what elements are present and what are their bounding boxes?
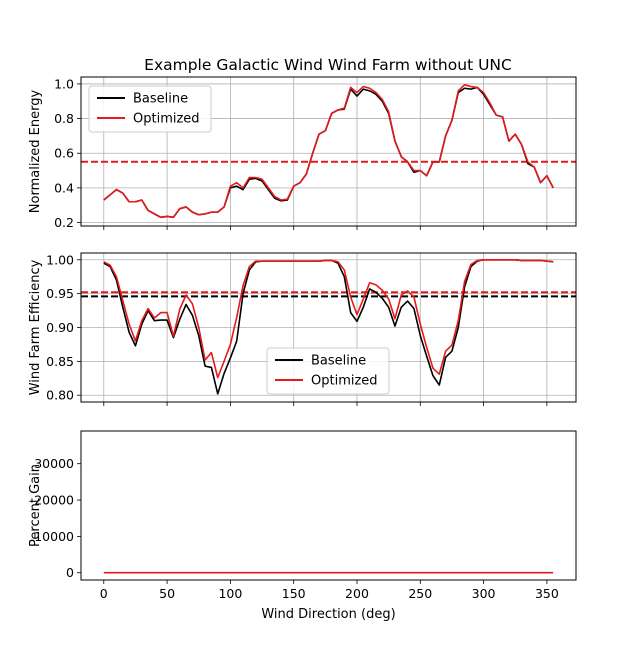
y-tick-label: 0.8: [54, 111, 74, 126]
x-tick-label: 200: [345, 586, 369, 601]
x-axis-label: Wind Direction (deg): [261, 607, 395, 622]
normalized-energy-panel: 0.2 0.4 0.6 0.8 1.0 Normalized Energy Baseline…: [28, 76, 577, 230]
axes-frame: [80, 76, 577, 227]
y-tick-label: 0: [66, 565, 74, 580]
legend-label-optimized: Optimized: [133, 112, 200, 127]
x-tick-label: 150: [282, 586, 306, 601]
x-tick-label: 100: [218, 586, 242, 601]
legend: Baseline Optimized: [266, 347, 390, 395]
y-tick-label: 0.4: [54, 180, 74, 195]
y-tick-label: 10000: [34, 529, 74, 544]
figure-title: Example Galactic Wind Wind Farm without …: [144, 56, 512, 74]
percent-gain-panel: 0 50 100 150 200 250 300 350 0 10000 20000 30000Per…: [28, 430, 577, 622]
y-axis-label: Wind Farm Efficiency: [28, 259, 43, 395]
y-tick-label: 0.6: [54, 146, 74, 161]
y-axis-label: Percent Gain: [28, 464, 43, 547]
x-tick-label: 350: [535, 586, 559, 601]
y-tick-label: 1.00: [46, 252, 74, 267]
legend-label-baseline: Baseline: [133, 92, 188, 107]
legend-label-baseline: Baseline: [311, 354, 366, 369]
y-tick-label: 30000: [34, 456, 74, 471]
x-tick-label: 250: [408, 586, 432, 601]
x-tick-label: 300: [472, 586, 496, 601]
legend-label-optimized: Optimized: [311, 374, 378, 389]
x-tick-label: 0: [100, 586, 108, 601]
y-tick-label: 0.95: [46, 286, 74, 301]
y-tick-label: 0.80: [46, 388, 74, 403]
x-tick-label: 50: [159, 586, 175, 601]
legend: Baseline Optimized: [88, 85, 212, 133]
y-tick-label: 20000: [34, 493, 74, 508]
series-line-optimized: [103, 258, 554, 379]
y-axis-label: Normalized Energy: [28, 90, 43, 214]
axes-frame: [80, 252, 577, 403]
y-tick-label: 0.90: [46, 320, 74, 335]
series-line-optimized: [103, 84, 554, 219]
axes-frame: [80, 430, 577, 581]
y-tick-label: 0.2: [54, 215, 74, 230]
y-tick-label: 1.0: [54, 76, 74, 91]
y-tick-label: 0.85: [46, 354, 74, 369]
